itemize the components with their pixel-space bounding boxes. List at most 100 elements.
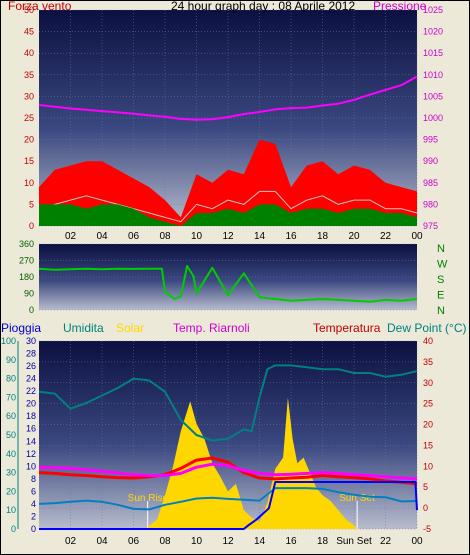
wind-speed-tick: 30 [24,91,34,101]
temperature-tick: 0 [423,503,428,513]
pressure-tick: 995 [423,135,438,145]
compass-letter: W [437,259,448,271]
rain-tick: 50 [6,430,16,440]
rain-tick: 40 [6,449,16,459]
humidity-tick: 4 [31,499,36,509]
pressure-tick: 1015 [423,48,443,58]
time-tick: 10 [191,231,203,242]
direction-tick: 180 [19,272,34,282]
time-tick: Sun Set [336,536,372,547]
wind-speed-tick: 5 [29,199,34,209]
rain-tick: 0 [11,524,16,534]
solar-area [147,397,358,529]
compass-letter: N [437,305,445,317]
temperature-label: Temperatura [313,321,381,335]
temperature-tick: 40 [423,336,433,346]
pressure-tick: 975 [423,221,438,231]
time-tick: 06 [128,231,140,242]
temperature-tick: 25 [423,399,433,409]
pressure-tick: 1000 [423,113,443,123]
wind-speed-tick: 25 [24,113,34,123]
rain-tick: 10 [6,505,16,515]
humidity-tick: 20 [26,399,36,409]
humidity-label: Umidita [63,321,104,335]
rain-tick: 20 [6,486,16,496]
wind-direction-axis: 360 270 180 90 0 [19,239,34,315]
rain-label: Pioggia [1,321,41,335]
time-tick: 22 [380,231,392,242]
temperature-line [38,456,418,486]
sun-rise-label: Sun Rise [128,493,169,504]
time-tick: 02 [65,231,77,242]
time-tick: 04 [96,231,108,242]
time-tick: 08 [159,231,171,242]
humidity-tick: 18 [26,411,36,421]
wind-pressure-series [38,75,418,226]
wind-speed-tick: 35 [24,70,34,80]
pressure-tick: 1025 [423,5,443,15]
wind-direction-line [38,265,418,303]
direction-tick: 360 [19,239,34,249]
wind-speed-tick: 15 [24,156,34,166]
rain-tick: 30 [6,468,16,478]
pressure-tick: 1020 [423,27,443,37]
compass-letter: E [437,290,444,302]
time-tick: 14 [254,536,266,547]
humidity-tick: 24 [26,374,36,384]
temperature-tick: 35 [423,357,433,367]
temperature-tick: 30 [423,378,433,388]
time-tick: 20 [348,231,360,242]
sun-set-label: Sun Set [339,493,375,504]
time-tick: 00 [411,536,423,547]
time-tick: 02 [65,536,77,547]
humidity-line [38,364,418,442]
humidity-tick: 16 [26,424,36,434]
temperature-tick: 20 [423,420,433,430]
solar-label: Solar [116,321,144,335]
time-tick: 18 [317,231,329,242]
compass-letter: S [437,274,444,286]
pressure-tick: 1005 [423,91,443,101]
time-tick: 10 [191,536,203,547]
wind-average-line [38,190,418,223]
wind-speed-tick: 40 [24,48,34,58]
time-tick: 16 [285,536,297,547]
pressure-tick: 980 [423,199,438,209]
time-tick: 00 [411,231,423,242]
humidity-tick: 2 [31,511,36,521]
temperature-tick: -5 [423,524,431,534]
time-tick: 14 [254,231,266,242]
direction-tick: 90 [24,289,34,299]
time-tick: 04 [96,536,108,547]
wind-speed-tick: 0 [29,221,34,231]
wind-speed-tick: 45 [24,27,34,37]
humidity-tick: 8 [31,474,36,484]
humidity-tick: 22 [26,386,36,396]
rain-tick: 100 [1,336,16,346]
wind-pressure-time-axis: 02 04 06 08 10 12 14 16 18 20 22 00 [65,231,423,242]
time-tick: 22 [380,536,392,547]
pressure-line [38,75,418,121]
wind-direction-grid [39,243,417,311]
time-tick: 12 [222,536,234,547]
wind-speed-tick: 20 [24,135,34,145]
chart-title: 24 hour graph day : 08 Aprile 2012 [171,1,355,13]
wind-direction-series [38,265,418,303]
direction-tick: 0 [29,305,34,315]
time-tick: 18 [317,536,329,547]
temperature-axes: 4035302520151050-51009080706050403020100… [1,336,433,534]
time-tick: 16 [285,231,297,242]
pressure-axis-title: Pressione [373,1,427,13]
temperature-series: Sun Rise Sun Set [38,364,418,530]
rain-tick: 70 [6,392,16,402]
pressure-axis: 1025 1020 1015 1010 1005 1000 995 990 985 980 975 [423,5,443,231]
temperature-time-axis: 02 04 06 08 10 12 14 16 18 Sun Set 22 00 [65,536,423,547]
humidity-tick: 10 [26,461,36,471]
direction-tick: 270 [19,256,34,266]
humidity-tick: 30 [26,336,36,346]
rain-tick: 80 [6,374,16,384]
temperature-legend: Pioggia Umidita Solar Temp. Riarnoli Tem… [1,321,466,335]
